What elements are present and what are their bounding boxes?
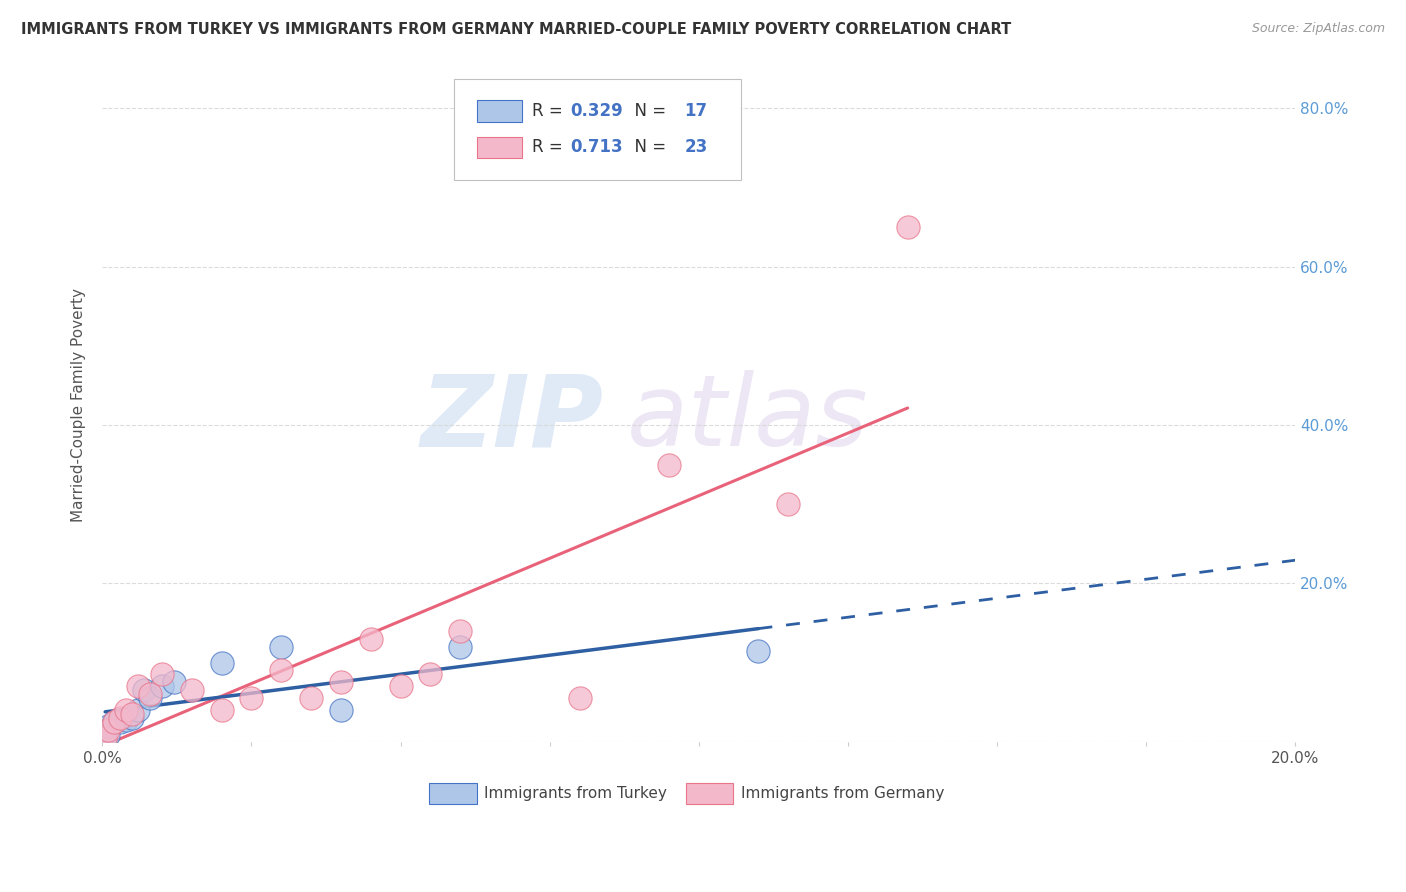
FancyBboxPatch shape xyxy=(477,100,522,121)
Text: 0.329: 0.329 xyxy=(569,102,623,120)
Point xyxy=(389,679,412,693)
Text: atlas: atlas xyxy=(627,370,869,467)
Point xyxy=(449,624,471,638)
Point xyxy=(211,703,233,717)
FancyBboxPatch shape xyxy=(477,136,522,158)
Point xyxy=(127,703,149,717)
Point xyxy=(103,714,125,729)
Point xyxy=(115,713,138,727)
Text: 17: 17 xyxy=(685,102,707,120)
FancyBboxPatch shape xyxy=(686,783,734,805)
Point xyxy=(211,656,233,670)
Point xyxy=(150,667,173,681)
Point xyxy=(132,683,155,698)
Point xyxy=(747,643,769,657)
Point xyxy=(897,219,920,234)
Text: R =: R = xyxy=(531,102,568,120)
Point xyxy=(329,675,352,690)
Text: IMMIGRANTS FROM TURKEY VS IMMIGRANTS FROM GERMANY MARRIED-COUPLE FAMILY POVERTY : IMMIGRANTS FROM TURKEY VS IMMIGRANTS FRO… xyxy=(21,22,1011,37)
Point xyxy=(139,687,162,701)
Point xyxy=(115,703,138,717)
Text: Immigrants from Turkey: Immigrants from Turkey xyxy=(484,786,666,801)
Point xyxy=(240,691,263,706)
Point xyxy=(270,664,292,678)
Point xyxy=(299,691,322,706)
Point xyxy=(121,711,143,725)
Point xyxy=(97,728,120,742)
Text: R =: R = xyxy=(531,138,568,156)
FancyBboxPatch shape xyxy=(429,783,477,805)
Point xyxy=(127,679,149,693)
Point xyxy=(270,640,292,654)
Point xyxy=(150,679,173,693)
Point xyxy=(419,667,441,681)
Point xyxy=(97,719,120,733)
Point xyxy=(163,675,186,690)
FancyBboxPatch shape xyxy=(454,78,741,179)
Point xyxy=(180,683,202,698)
Point xyxy=(108,711,131,725)
Point xyxy=(568,691,591,706)
Text: Source: ZipAtlas.com: Source: ZipAtlas.com xyxy=(1251,22,1385,36)
Point xyxy=(778,497,800,511)
Point xyxy=(97,723,120,737)
Text: Immigrants from Germany: Immigrants from Germany xyxy=(741,786,943,801)
Point xyxy=(103,714,125,729)
Point xyxy=(108,714,131,729)
Point xyxy=(121,706,143,721)
Point xyxy=(94,731,117,745)
Text: 23: 23 xyxy=(685,138,707,156)
Y-axis label: Married-Couple Family Poverty: Married-Couple Family Poverty xyxy=(72,288,86,522)
Point xyxy=(449,640,471,654)
Text: N =: N = xyxy=(624,138,671,156)
Text: 0.713: 0.713 xyxy=(569,138,623,156)
Text: ZIP: ZIP xyxy=(420,370,603,467)
Point xyxy=(360,632,382,646)
Point xyxy=(139,691,162,706)
Text: N =: N = xyxy=(624,102,671,120)
Point xyxy=(94,731,117,745)
Point xyxy=(329,703,352,717)
Point xyxy=(658,458,681,472)
